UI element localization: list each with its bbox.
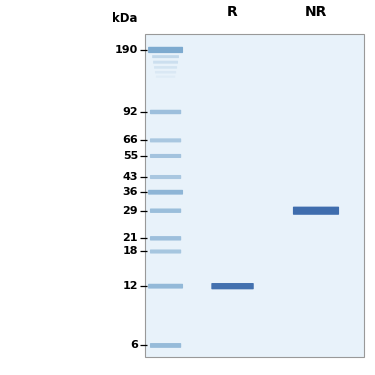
FancyBboxPatch shape — [150, 209, 181, 213]
FancyBboxPatch shape — [150, 236, 181, 240]
FancyBboxPatch shape — [293, 207, 339, 215]
FancyBboxPatch shape — [155, 71, 176, 74]
FancyBboxPatch shape — [150, 249, 181, 254]
Text: 21: 21 — [123, 233, 138, 243]
Bar — [145, 34, 364, 357]
FancyBboxPatch shape — [211, 283, 254, 290]
Text: R: R — [227, 5, 238, 19]
FancyBboxPatch shape — [148, 47, 183, 53]
FancyBboxPatch shape — [152, 55, 179, 58]
Text: 6: 6 — [130, 340, 138, 351]
Text: 18: 18 — [123, 246, 138, 256]
FancyBboxPatch shape — [150, 343, 181, 348]
FancyBboxPatch shape — [148, 284, 183, 289]
Text: 66: 66 — [122, 135, 138, 146]
Text: 43: 43 — [123, 172, 138, 182]
FancyBboxPatch shape — [156, 75, 175, 78]
Text: 12: 12 — [123, 281, 138, 291]
Text: 36: 36 — [123, 187, 138, 197]
FancyBboxPatch shape — [153, 61, 178, 64]
FancyBboxPatch shape — [148, 190, 183, 195]
Text: 92: 92 — [122, 107, 138, 117]
Text: 29: 29 — [122, 206, 138, 216]
Text: kDa: kDa — [112, 12, 138, 25]
FancyBboxPatch shape — [150, 154, 181, 158]
FancyBboxPatch shape — [150, 175, 181, 179]
Text: NR: NR — [305, 5, 327, 19]
FancyBboxPatch shape — [150, 138, 181, 142]
FancyBboxPatch shape — [150, 110, 181, 114]
Text: 190: 190 — [115, 45, 138, 55]
FancyBboxPatch shape — [154, 66, 177, 69]
Text: 55: 55 — [123, 151, 138, 161]
